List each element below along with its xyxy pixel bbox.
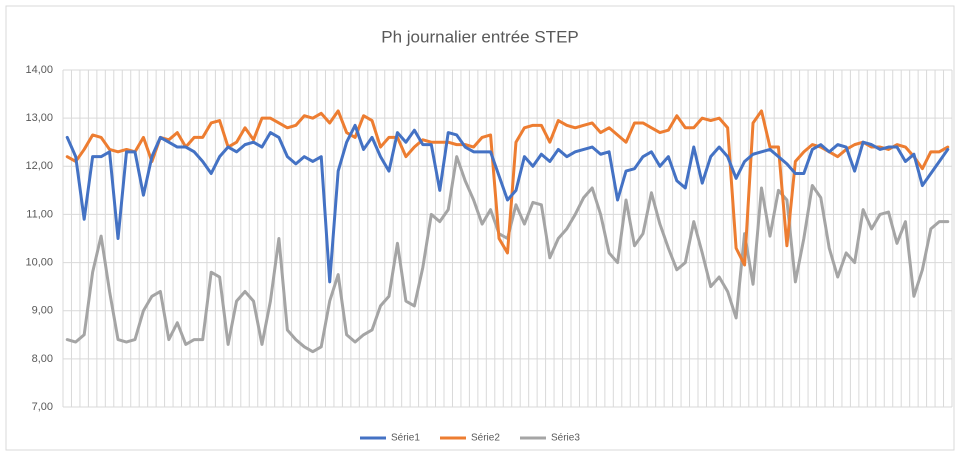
y-tick-label: 7,00 — [32, 401, 53, 413]
y-tick-label: 12,00 — [25, 160, 53, 172]
y-tick-label: 10,00 — [25, 256, 53, 268]
legend-label: Série1 — [391, 433, 420, 444]
y-tick-label: 11,00 — [26, 208, 53, 220]
legend-label: Série3 — [551, 433, 580, 444]
y-tick-label: 9,00 — [32, 305, 53, 317]
y-tick-label: 14,00 — [25, 64, 53, 76]
y-tick-label: 8,00 — [32, 353, 53, 365]
series-line — [65, 123, 950, 284]
series-line — [65, 109, 950, 267]
chart-title: Ph journalier entrée STEP — [381, 27, 579, 46]
chart-border — [5, 5, 955, 451]
y-tick-label: 13,00 — [25, 112, 53, 124]
legend-label: Série2 — [471, 433, 500, 444]
